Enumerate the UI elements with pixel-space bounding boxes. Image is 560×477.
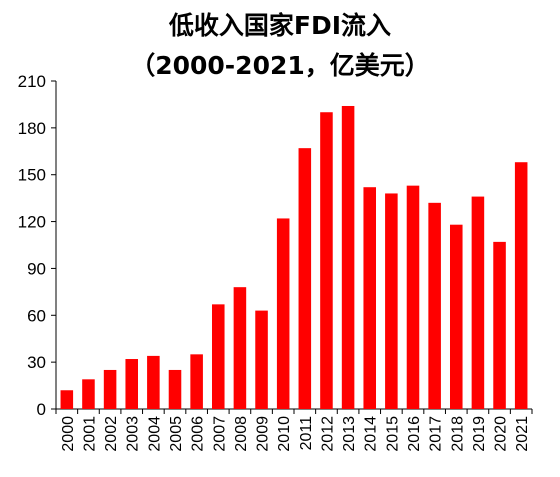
y-tick-label: 0 [37,400,46,419]
y-tick-label: 120 [18,213,46,232]
x-tick-label: 2010 [276,416,293,452]
bar [255,310,268,409]
x-tick-label: 2021 [514,416,531,452]
bar [125,359,139,409]
y-tick-label: 150 [18,166,46,185]
bar [190,354,203,409]
y-tick-label: 90 [27,259,46,278]
x-tick-label: 2016 [406,416,423,452]
bar [493,241,506,409]
bar [341,105,355,409]
x-tick-label: 2009 [255,416,272,452]
y-tick-label: 60 [27,306,46,325]
x-tick-label: 2001 [81,416,98,452]
x-tick-label: 2005 [168,416,185,452]
x-tick-label: 2004 [146,416,163,452]
x-tick-label: 2007 [211,416,228,452]
x-tick-label: 2014 [363,416,380,452]
bar [428,202,441,409]
bar [363,187,377,409]
bar [514,162,528,409]
chart-title: 低收入国家FDI流入 [168,11,392,40]
bar [233,287,247,409]
x-tick-label: 2018 [449,416,466,452]
bar [103,369,117,409]
bar [320,112,333,409]
y-tick-label: 210 [18,72,46,91]
bar [147,355,160,409]
x-tick-label: 2008 [233,416,250,452]
y-tick-label: 180 [18,119,46,138]
bar [211,304,225,409]
bar [82,379,95,409]
y-tick-label: 30 [27,353,46,372]
x-tick-label: 2011 [298,416,315,451]
x-tick-label: 2019 [471,416,488,452]
bar [471,196,485,409]
bar [168,369,182,409]
x-tick-label: 2020 [493,416,510,452]
x-tick-label: 2015 [384,416,401,452]
x-tick-label: 2006 [190,416,207,452]
bar [449,224,463,409]
x-tick-label: 2000 [60,416,77,452]
bar [276,218,290,409]
x-tick-label: 2012 [319,416,336,452]
bar [298,148,312,409]
x-tick-label: 2002 [103,416,120,452]
x-tick-label: 2003 [125,416,142,452]
x-tick-label: 2013 [341,416,358,452]
x-tick-label: 2017 [428,416,445,452]
bar [406,185,420,409]
bar [385,193,398,409]
bar [60,390,74,409]
chart-subtitle: （2000-2021，亿美元） [130,51,430,80]
